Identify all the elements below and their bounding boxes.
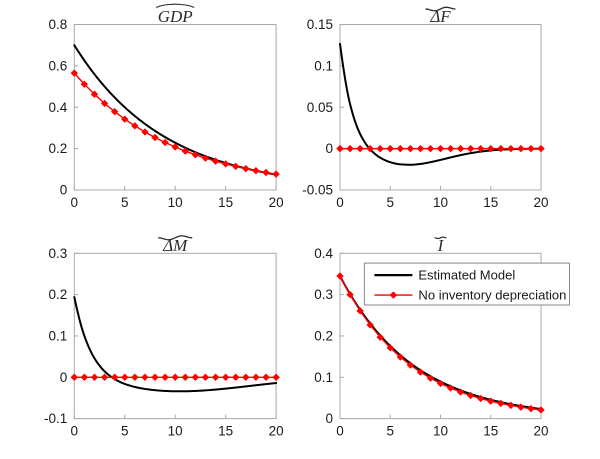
- svg-text:0.1: 0.1: [314, 58, 333, 73]
- svg-text:No inventory depreciation: No inventory depreciation: [418, 288, 566, 303]
- svg-text:GDP: GDP: [158, 7, 193, 26]
- svg-text:10: 10: [168, 195, 183, 210]
- svg-text:0.1: 0.1: [49, 328, 68, 343]
- svg-text:0: 0: [325, 411, 333, 426]
- svg-text:10: 10: [433, 424, 448, 439]
- svg-text:0: 0: [60, 370, 68, 385]
- svg-text:5: 5: [121, 424, 129, 439]
- svg-text:0.2: 0.2: [49, 287, 68, 302]
- svg-text:0.4: 0.4: [49, 100, 68, 115]
- svg-text:0: 0: [71, 195, 79, 210]
- svg-text:ΔM: ΔM: [162, 236, 188, 255]
- svg-text:0.3: 0.3: [49, 246, 68, 261]
- svg-text:0.1: 0.1: [314, 370, 333, 385]
- svg-text:-0.05: -0.05: [302, 183, 333, 198]
- svg-text:20: 20: [533, 424, 548, 439]
- svg-text:15: 15: [483, 424, 498, 439]
- svg-text:0: 0: [336, 424, 344, 439]
- svg-text:15: 15: [218, 424, 233, 439]
- svg-text:20: 20: [269, 195, 284, 210]
- svg-text:0.3: 0.3: [314, 287, 333, 302]
- svg-text:5: 5: [386, 195, 394, 210]
- svg-text:0: 0: [336, 195, 344, 210]
- svg-text:0.05: 0.05: [307, 100, 333, 115]
- svg-text:10: 10: [168, 424, 183, 439]
- svg-text:20: 20: [533, 195, 548, 210]
- svg-text:0.15: 0.15: [307, 17, 333, 32]
- svg-text:-0.1: -0.1: [44, 411, 67, 426]
- svg-text:0.2: 0.2: [314, 328, 333, 343]
- svg-text:5: 5: [386, 424, 394, 439]
- svg-text:0: 0: [71, 424, 79, 439]
- svg-text:0: 0: [60, 183, 68, 198]
- svg-text:0.4: 0.4: [314, 246, 333, 261]
- svg-text:0.8: 0.8: [49, 17, 68, 32]
- svg-text:Estimated Model: Estimated Model: [418, 268, 515, 283]
- svg-text:0.2: 0.2: [49, 141, 68, 156]
- svg-text:15: 15: [218, 195, 233, 210]
- svg-text:15: 15: [483, 195, 498, 210]
- svg-text:10: 10: [433, 195, 448, 210]
- svg-text:5: 5: [121, 195, 129, 210]
- svg-text:0.6: 0.6: [49, 58, 68, 73]
- svg-text:0: 0: [325, 141, 333, 156]
- svg-text:20: 20: [269, 424, 284, 439]
